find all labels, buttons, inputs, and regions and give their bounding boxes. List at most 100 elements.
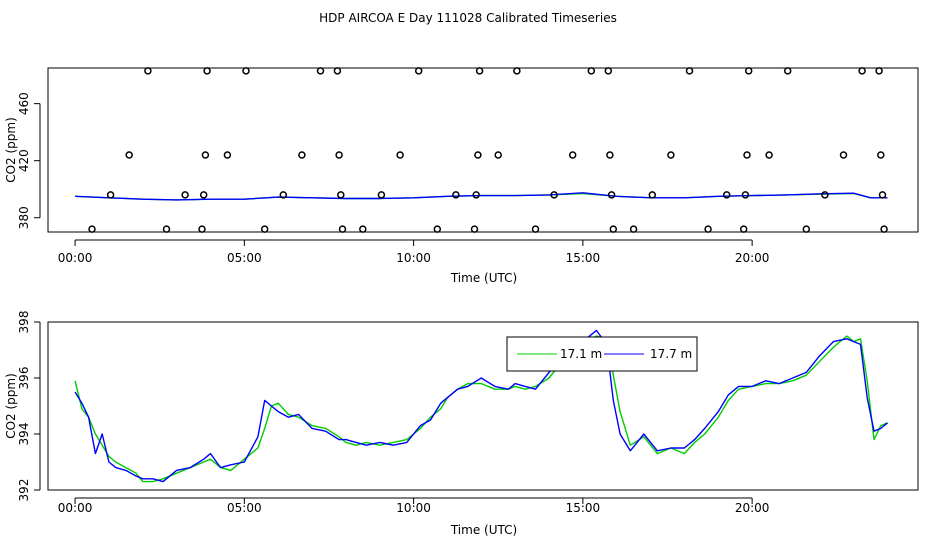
- data-point: [335, 151, 343, 159]
- top-y-tick-label: 460: [17, 92, 31, 115]
- bottom-x-tick-label: 00:00: [58, 501, 93, 515]
- data-point: [783, 67, 792, 75]
- top-lines: [75, 192, 888, 201]
- data-point: [550, 191, 558, 199]
- data-point: [199, 191, 208, 199]
- data-point: [377, 191, 386, 199]
- data-point: [198, 225, 206, 233]
- data-point: [880, 225, 888, 233]
- legend-label-17-1m: 17.1 m: [560, 347, 602, 361]
- data-point: [744, 67, 753, 75]
- bottom-panel: Time (UTC) CO2 (ppm) 00:00 05:00 10:00 15:0…: [4, 311, 919, 537]
- data-point: [474, 151, 482, 159]
- top-series-line-2: [75, 192, 888, 201]
- data-point: [316, 67, 325, 75]
- bottom-y-tick-label: 398: [17, 311, 31, 334]
- data-point: [513, 67, 521, 75]
- data-point: [472, 191, 480, 199]
- top-panel: Time (UTC) CO2 (ppm) 00:00 05:00 10:00 15:0…: [4, 67, 919, 285]
- data-point: [242, 67, 250, 75]
- bottom-series-line-1: [74, 335, 888, 483]
- top-points: [88, 67, 888, 233]
- legend-label-17-7m: 17.7 m: [650, 347, 692, 361]
- bottom-x-axis-label: Time (UTC): [450, 523, 517, 537]
- bottom-y-ticks: 392 394 396 398: [17, 311, 41, 502]
- data-point: [607, 191, 616, 199]
- data-point: [88, 225, 96, 233]
- data-point: [203, 67, 211, 75]
- data-point: [433, 225, 442, 233]
- data-point: [475, 67, 484, 75]
- data-point: [606, 151, 614, 159]
- data-point: [877, 151, 885, 159]
- legend: 17.1 m 17.7 m: [506, 336, 698, 372]
- data-point: [743, 151, 751, 159]
- bottom-x-tick-label: 20:00: [735, 501, 770, 515]
- top-y-tick-label: 380: [17, 206, 31, 229]
- bottom-y-tick-label: 394: [17, 423, 31, 446]
- top-x-tick-label: 15:00: [566, 251, 601, 265]
- data-point: [223, 151, 232, 159]
- data-point: [629, 225, 638, 233]
- top-x-axis-label: Time (UTC): [450, 271, 517, 285]
- bottom-x-tick-label: 15:00: [566, 501, 601, 515]
- data-point: [821, 191, 829, 199]
- data-point: [648, 191, 657, 199]
- data-point: [414, 67, 423, 75]
- bottom-x-tick-label: 10:00: [396, 501, 431, 515]
- data-point: [587, 67, 596, 75]
- top-y-ticks: 380 420 460: [17, 92, 41, 229]
- top-x-tick-label: 10:00: [396, 251, 431, 265]
- data-point: [531, 225, 540, 233]
- data-point: [604, 67, 613, 75]
- data-point: [765, 151, 773, 159]
- data-point: [144, 67, 152, 75]
- bottom-series-line-2: [74, 329, 888, 483]
- data-point: [878, 191, 887, 199]
- data-point: [452, 191, 460, 199]
- top-y-tick-label: 420: [17, 149, 31, 172]
- data-point: [125, 151, 133, 159]
- data-point: [106, 191, 115, 199]
- data-point: [359, 225, 367, 233]
- top-x-tick-label: 00:00: [58, 251, 93, 265]
- bottom-plot-frame: [47, 321, 919, 491]
- data-point: [858, 67, 866, 75]
- data-point: [802, 225, 811, 233]
- data-point: [609, 225, 618, 233]
- top-plot-frame: [47, 67, 919, 233]
- data-point: [201, 151, 210, 159]
- data-point: [722, 191, 731, 199]
- data-point: [470, 225, 479, 233]
- data-point: [739, 225, 748, 233]
- data-point: [298, 151, 306, 159]
- top-x-tick-label: 20:00: [735, 251, 770, 265]
- data-point: [181, 191, 189, 199]
- top-y-axis-label: CO2 (ppm): [4, 117, 18, 183]
- data-point: [162, 225, 171, 233]
- bottom-y-axis-label: CO2 (ppm): [4, 373, 18, 439]
- data-point: [494, 151, 502, 159]
- data-point: [875, 67, 883, 75]
- bottom-y-tick-label: 392: [17, 479, 31, 502]
- bottom-y-tick-label: 396: [17, 367, 31, 390]
- data-point: [337, 191, 345, 199]
- figure-title: HDP AIRCOA E Day 111028 Calibrated Times…: [319, 11, 617, 25]
- data-point: [741, 191, 750, 199]
- bottom-lines: [74, 329, 888, 483]
- top-x-tick-label: 05:00: [227, 251, 262, 265]
- data-point: [279, 191, 288, 199]
- data-point: [260, 225, 269, 233]
- data-point: [338, 225, 347, 233]
- data-point: [333, 67, 342, 75]
- data-point: [667, 151, 675, 159]
- data-point: [396, 151, 404, 159]
- data-point: [685, 67, 694, 75]
- data-point: [839, 151, 848, 159]
- data-point: [568, 151, 577, 159]
- top-x-ticks: 00:00 05:00 10:00 15:00 20:00: [58, 239, 770, 265]
- bottom-x-ticks: 00:00 05:00 10:00 15:00 20:00: [58, 497, 770, 515]
- data-point: [704, 225, 712, 233]
- bottom-x-tick-label: 05:00: [227, 501, 262, 515]
